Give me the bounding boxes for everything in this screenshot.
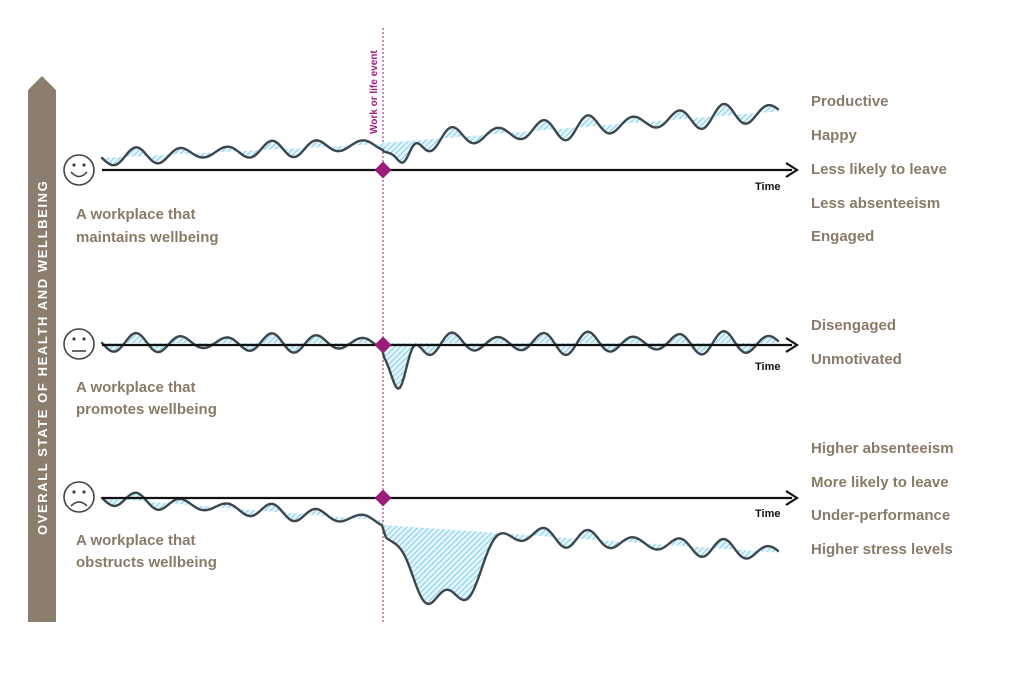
shaded-area (102, 331, 778, 389)
outcome-label: Less likely to leave (811, 161, 947, 178)
outcome-label: Less absenteeism (811, 195, 940, 212)
outcome-label: Disengaged (811, 317, 896, 334)
time-label: Time (755, 361, 780, 373)
shaded-area (102, 492, 778, 604)
panel-maintains: Time A workplace that maintains wellbein… (63, 93, 947, 246)
panel-title-line: maintains wellbeing (76, 229, 219, 246)
arrow-head-icon (785, 162, 800, 178)
panel-obstructs: Time A workplace that obstructs wellbein… (63, 440, 954, 606)
panel-title-line: A workplace that (76, 206, 195, 223)
event-marker: Work or life event (369, 28, 384, 622)
time-label: Time (755, 181, 780, 193)
event-diamond-icon (374, 161, 392, 179)
outcome-label: Productive (811, 93, 889, 110)
wellbeing-line (100, 102, 780, 167)
y-axis-label: OVERALL STATE OF HEALTH AND WELLBEING (35, 180, 50, 535)
event-diamond-icon (374, 336, 392, 354)
event-diamond-icon (374, 489, 392, 507)
neutral-face-icon (63, 328, 95, 360)
wellbeing-line (100, 491, 780, 606)
arrow-head-icon (785, 490, 800, 506)
panel-title-line: promotes wellbeing (76, 401, 217, 418)
outcome-label: Higher stress levels (811, 541, 953, 558)
outcome-label: More likely to leave (811, 474, 949, 491)
smiley-face-icon (63, 154, 95, 186)
panel-title-line: A workplace that (76, 379, 195, 396)
outcome-label: Higher absenteeism (811, 440, 954, 457)
y-axis-bar: OVERALL STATE OF HEALTH AND WELLBEING (28, 76, 56, 622)
arrow-head-icon (785, 337, 800, 353)
outcome-label: Unmotivated (811, 351, 902, 368)
sad-face-icon (63, 481, 95, 513)
outcome-label: Happy (811, 127, 858, 144)
outcome-label: Under-performance (811, 507, 950, 524)
panel-title-line: obstructs wellbeing (76, 554, 217, 571)
panel-promotes: Time A workplace that promotes wellbeing… (63, 317, 902, 418)
time-label: Time (755, 508, 780, 520)
outcome-label: Engaged (811, 228, 874, 245)
event-label: Work or life event (369, 50, 380, 134)
shaded-area (102, 103, 778, 166)
panel-title-line: A workplace that (76, 532, 195, 549)
